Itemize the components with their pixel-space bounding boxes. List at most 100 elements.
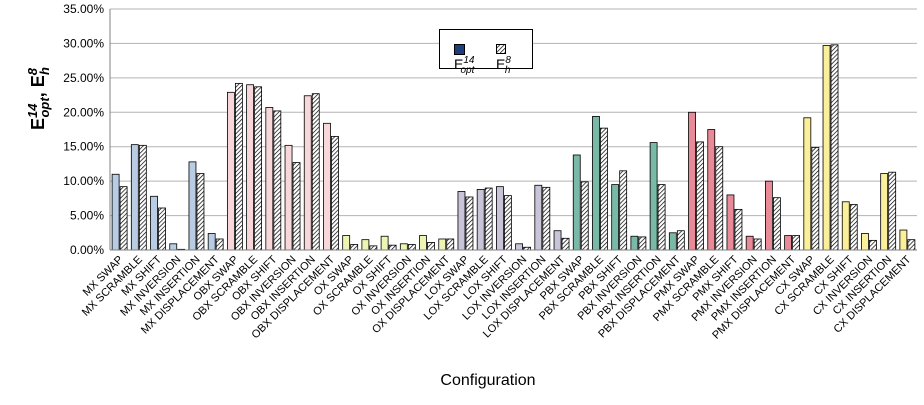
bar-e-opt xyxy=(611,184,620,251)
bar-e-h xyxy=(888,171,897,251)
y-tick-label: 5.00% xyxy=(70,209,104,223)
bar-e-h xyxy=(254,86,263,251)
bar-e-h xyxy=(215,238,224,251)
bar-e-h xyxy=(772,197,781,251)
legend-swatch-solid xyxy=(454,43,465,55)
bar-e-h xyxy=(657,184,666,251)
bar-e-h xyxy=(484,187,493,251)
bar-e-h xyxy=(446,238,455,251)
bar-e-opt xyxy=(323,122,331,251)
bar-e-opt xyxy=(130,144,139,251)
bar-e-h xyxy=(849,204,858,251)
bar-e-opt xyxy=(784,235,793,251)
bar-e-h xyxy=(734,208,743,251)
y-tick-label: 20.00% xyxy=(63,105,104,119)
bar-e-opt xyxy=(880,173,889,251)
bar-e-opt xyxy=(419,235,427,251)
bar-e-opt xyxy=(169,243,178,251)
bar-e-h xyxy=(619,170,628,251)
y-tick-label: 15.00% xyxy=(63,140,104,154)
bar-e-h xyxy=(119,186,128,251)
y-tick-label: 35.00% xyxy=(63,2,104,16)
bar-e-opt xyxy=(207,233,216,251)
bar-e-opt xyxy=(284,144,293,251)
bar-e-opt xyxy=(188,161,197,251)
bar-e-h xyxy=(158,207,166,251)
bar-e-opt xyxy=(457,191,466,251)
bar-e-h xyxy=(696,141,704,251)
bar-e-opt xyxy=(841,201,850,251)
bar-e-h xyxy=(331,135,339,251)
bar-e-h xyxy=(503,195,512,251)
bar-e-h xyxy=(427,242,435,251)
bar-e-opt xyxy=(265,107,274,251)
y-tick-label: 30.00% xyxy=(63,36,104,50)
y-axis-label: E14opt, E8h xyxy=(25,67,52,130)
bars xyxy=(111,44,916,251)
bar-e-h xyxy=(388,244,397,251)
bar-e-opt xyxy=(111,173,120,251)
legend-swatch-hatched xyxy=(496,44,506,55)
bar-e-opt xyxy=(745,235,754,251)
bar-e-h xyxy=(138,144,147,251)
bar-e-h xyxy=(292,162,301,251)
bar-e-opt xyxy=(380,235,389,251)
bar-e-h xyxy=(350,244,359,251)
gridlines xyxy=(110,8,917,251)
bar-e-opt xyxy=(899,229,908,251)
bar-e-h xyxy=(907,239,916,251)
y-tick-label: 0.00% xyxy=(70,243,104,257)
y-tick-label: 25.00% xyxy=(63,71,104,85)
bar-e-h xyxy=(407,244,416,251)
bar-e-opt xyxy=(822,45,831,251)
x-axis-label: Configuration xyxy=(440,372,536,389)
bar-e-opt xyxy=(764,180,773,251)
bar-e-opt xyxy=(303,95,312,251)
legend-item-e-h: E8h xyxy=(496,40,522,76)
bar-e-h xyxy=(465,196,474,251)
bar-e-h xyxy=(753,238,762,251)
bar-e-h xyxy=(811,147,820,251)
legend-item-e-opt: E14opt xyxy=(454,40,487,76)
bar-e-opt xyxy=(861,233,869,251)
bar-e-opt xyxy=(399,243,408,251)
bar-e-h xyxy=(196,173,205,251)
bar-e-opt xyxy=(246,84,255,251)
bar-e-opt xyxy=(592,116,600,251)
bar-e-opt xyxy=(553,230,562,251)
y-tick-label: 10.00% xyxy=(63,174,104,188)
bar-e-opt xyxy=(361,239,370,251)
bar-e-h xyxy=(638,236,647,251)
bar-e-opt xyxy=(649,142,658,251)
bar-e-opt xyxy=(515,243,524,251)
bar-e-h xyxy=(561,237,570,251)
bar-e-opt xyxy=(476,189,485,251)
bar-e-h xyxy=(830,44,839,251)
bar-e-opt xyxy=(534,184,543,251)
legend: E14opt E8h xyxy=(439,29,533,76)
bar-e-h xyxy=(600,127,608,251)
bar-e-h xyxy=(273,110,282,251)
bar-e-h xyxy=(580,181,589,251)
bar-e-h xyxy=(869,239,877,251)
bar-e-opt xyxy=(707,129,716,251)
bar-e-opt xyxy=(803,117,812,251)
bar-e-opt xyxy=(668,232,677,251)
bar-e-opt xyxy=(226,91,235,251)
bar-e-opt xyxy=(150,195,158,251)
bar-e-h xyxy=(234,82,243,251)
bar-e-opt xyxy=(726,194,735,251)
bar-e-h xyxy=(715,146,724,251)
bar-e-h xyxy=(311,93,320,251)
bar-e-opt xyxy=(572,154,581,251)
bar-e-opt xyxy=(688,111,696,251)
bar-e-h xyxy=(676,230,685,251)
bar-e-opt xyxy=(630,235,639,251)
bar-e-opt xyxy=(438,238,447,251)
bar-e-h xyxy=(542,186,551,251)
y-axis-ticks: 0.00% 5.00% 10.00% 15.00% 20.00% 25.00% 30.00%… xyxy=(63,2,104,257)
bar-e-h xyxy=(792,235,801,251)
axes xyxy=(109,9,917,251)
